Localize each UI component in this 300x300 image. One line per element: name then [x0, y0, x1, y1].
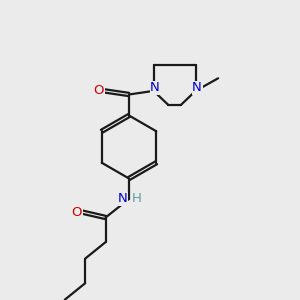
Text: H: H [132, 192, 141, 206]
Text: O: O [71, 206, 82, 219]
Text: N: N [192, 81, 202, 94]
Text: N: N [118, 192, 127, 206]
Text: N: N [150, 81, 160, 94]
Text: O: O [94, 84, 104, 98]
